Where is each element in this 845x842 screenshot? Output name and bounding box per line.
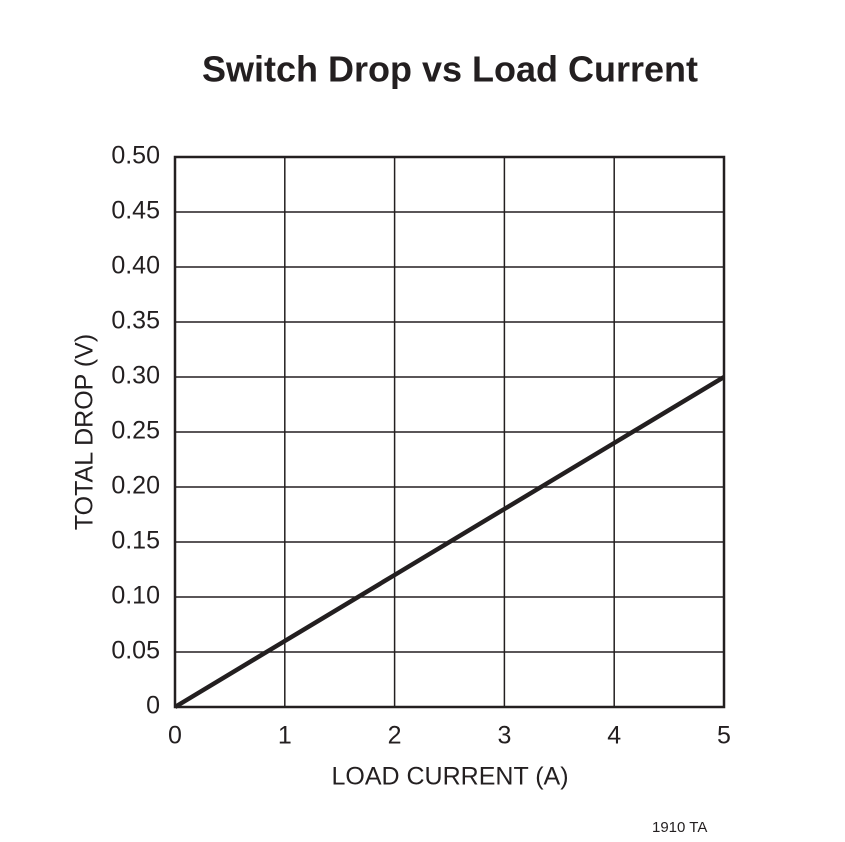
- y-tick-label: 0.45: [111, 197, 160, 225]
- y-tick-label: 0: [146, 692, 160, 720]
- y-tick-label: 0.05: [111, 637, 160, 665]
- y-tick-label: 0.25: [111, 417, 160, 445]
- chart-title: Switch Drop vs Load Current: [202, 49, 698, 90]
- x-tick-label: 1: [278, 722, 292, 750]
- y-tick-label: 0.35: [111, 307, 160, 335]
- x-tick-label: 5: [717, 722, 731, 750]
- y-tick-label: 0.20: [111, 472, 160, 500]
- y-tick-label: 0.10: [111, 582, 160, 610]
- y-axis-label: TOTAL DROP (V): [71, 334, 99, 530]
- x-tick-label: 3: [497, 722, 511, 750]
- plot-frame: [173, 155, 726, 709]
- y-tick-label: 0.40: [111, 252, 160, 280]
- y-tick-label: 0.50: [111, 142, 160, 170]
- y-tick-label: 0.15: [111, 527, 160, 555]
- footnote: 1910 TA: [652, 819, 707, 836]
- x-tick-label: 4: [607, 722, 621, 750]
- y-tick-label: 0.30: [111, 362, 160, 390]
- data-line: [173, 375, 726, 709]
- x-tick-label: 2: [388, 722, 402, 750]
- x-tick-label: 0: [168, 722, 182, 750]
- x-axis-label: LOAD CURRENT (A): [331, 763, 568, 791]
